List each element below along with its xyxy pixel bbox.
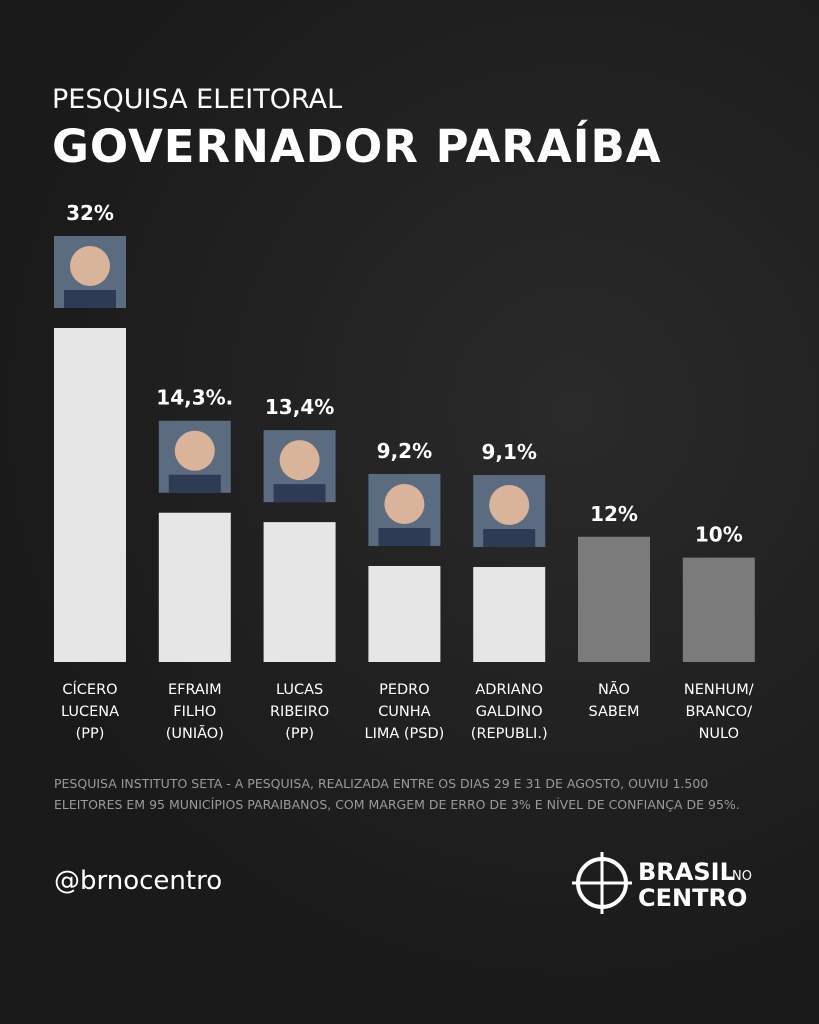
candidate-photo bbox=[378, 527, 431, 546]
candidate-photo bbox=[483, 529, 536, 548]
bar bbox=[158, 512, 231, 662]
bar bbox=[473, 567, 546, 662]
logo-text: BRASIL bbox=[638, 858, 735, 886]
bar bbox=[578, 536, 650, 662]
title: GOVERNADOR PARAÍBA bbox=[52, 120, 662, 173]
category-label: LIMA (PSD) bbox=[364, 726, 444, 742]
candidate-photo bbox=[174, 430, 215, 471]
category-label: FILHO bbox=[173, 704, 216, 720]
chart: 32% CÍCERO LUCENA (PP) 14,3%. EFRAIM FILHO (UNI… bbox=[54, 201, 755, 742]
category-label: (UNIÃO) bbox=[166, 725, 224, 742]
value-label: 10% bbox=[695, 523, 743, 547]
category-label: LUCAS bbox=[276, 682, 323, 698]
category-label: (PP) bbox=[285, 726, 314, 742]
category-label: LUCENA bbox=[61, 704, 119, 720]
candidate-photo bbox=[279, 440, 320, 481]
category-label: (REPUBLI.) bbox=[471, 726, 548, 742]
category-label: ADRIANO bbox=[475, 682, 543, 698]
category-label: EFRAIM bbox=[168, 682, 222, 698]
candidate-photo bbox=[64, 290, 116, 308]
category-label: SABEM bbox=[588, 704, 639, 720]
candidate-photo bbox=[489, 485, 530, 526]
category-label: CÍCERO bbox=[62, 681, 117, 698]
category-label: NENHUM/ bbox=[684, 682, 754, 698]
logo: BRASIL NO CENTRO bbox=[572, 852, 752, 914]
category-label: NULO bbox=[699, 726, 739, 742]
bar bbox=[263, 522, 336, 662]
value-label: 9,2% bbox=[377, 439, 432, 463]
value-label: 14,3%. bbox=[156, 386, 233, 410]
value-label: 9,1% bbox=[481, 440, 536, 464]
candidate-photo bbox=[70, 246, 110, 286]
bar bbox=[682, 557, 755, 662]
value-label: 12% bbox=[590, 502, 638, 526]
category-label: RIBEIRO bbox=[270, 704, 329, 720]
handle: @brnocentro bbox=[54, 866, 223, 896]
candidate-photo bbox=[168, 474, 221, 493]
category-label: BRANCO/ bbox=[685, 704, 752, 720]
category-label: NÃO bbox=[598, 681, 630, 698]
value-label: 32% bbox=[66, 201, 114, 225]
bar bbox=[368, 565, 441, 662]
kicker: PESQUISA ELEITORAL bbox=[52, 84, 343, 115]
category-label: CUNHA bbox=[378, 704, 430, 720]
logo-text: NO bbox=[732, 869, 752, 884]
value-label: 13,4% bbox=[265, 395, 334, 419]
category-label: (PP) bbox=[76, 726, 105, 742]
category-label: GALDINO bbox=[476, 704, 543, 720]
logo-text: CENTRO bbox=[638, 884, 747, 912]
candidate-photo bbox=[273, 484, 326, 503]
bar bbox=[54, 328, 126, 662]
candidate-photo bbox=[384, 483, 425, 524]
category-label: PEDRO bbox=[379, 682, 430, 698]
footnote: PESQUISA INSTITUTO SETA - A PESQUISA, RE… bbox=[54, 776, 740, 812]
